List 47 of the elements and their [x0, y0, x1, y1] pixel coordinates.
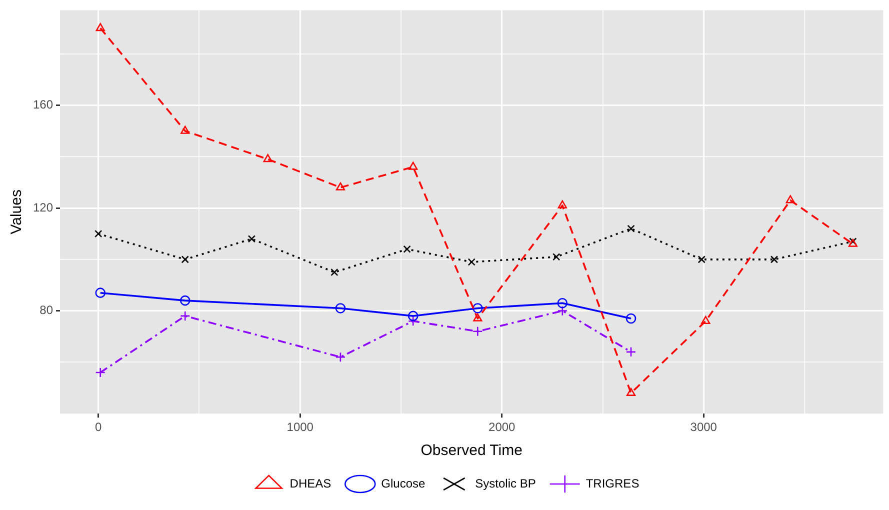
- point: [770, 256, 778, 264]
- legend-label: Glucose: [381, 476, 426, 490]
- point: [180, 310, 190, 322]
- legend-label: TRIGRES: [586, 476, 640, 490]
- point: [698, 256, 706, 264]
- x-axis-title: Observed Time: [420, 442, 522, 460]
- y-tick-label: 120: [32, 200, 54, 214]
- point: [181, 256, 189, 264]
- x-tick-label: 0: [95, 420, 102, 434]
- x-tick-label: 3000: [690, 420, 718, 434]
- point: [96, 23, 105, 32]
- point: [786, 195, 795, 204]
- y-axis-title: Values: [8, 190, 26, 234]
- point: [248, 235, 256, 243]
- point: [557, 298, 568, 308]
- point: [335, 352, 346, 362]
- point: [180, 295, 190, 306]
- point: [626, 388, 636, 396]
- point: [408, 162, 418, 170]
- point: [626, 346, 636, 358]
- point: [627, 224, 635, 232]
- point: [403, 245, 411, 253]
- point: [95, 367, 106, 378]
- point: [626, 313, 636, 324]
- legend-label: Systolic BP: [475, 476, 536, 490]
- point: [701, 316, 710, 324]
- point: [408, 316, 418, 326]
- point: [408, 310, 418, 322]
- x-tick-label: 1000: [286, 420, 314, 434]
- point: [95, 288, 106, 298]
- point: [336, 182, 346, 190]
- point: [472, 303, 483, 314]
- point: [472, 326, 483, 337]
- point: [557, 306, 568, 316]
- x-tick-label: 2000: [488, 420, 516, 434]
- point: [552, 253, 560, 261]
- point: [330, 268, 338, 276]
- point: [263, 154, 272, 162]
- point: [473, 313, 482, 322]
- point: [468, 258, 476, 266]
- y-tick-label: 160: [32, 98, 54, 112]
- point: [558, 200, 567, 208]
- legend-label: DHEAS: [290, 476, 332, 490]
- point: [94, 230, 102, 238]
- y-tick-label: 80: [40, 303, 54, 318]
- point: [180, 126, 190, 134]
- point: [335, 303, 346, 314]
